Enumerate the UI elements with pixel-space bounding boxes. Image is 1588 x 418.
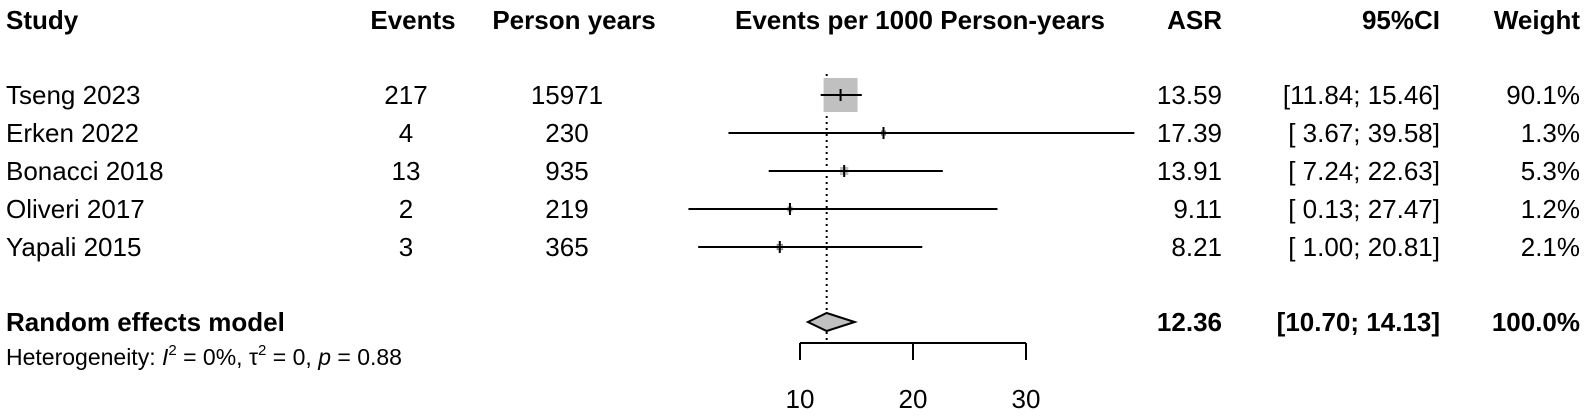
study-weight: 5.3% [1521,156,1580,186]
heterogeneity-text: Heterogeneity: I2 = 0%, τ2 = 0, p = 0.88 [6,342,402,370]
pooled-asr: 12.36 [1157,307,1222,337]
study-asr: 13.91 [1157,156,1222,186]
study-events: 217 [384,80,427,110]
study-person-years: 365 [545,232,588,262]
study-weight: 90.1% [1506,80,1580,110]
axis-tick-label: 20 [899,384,928,414]
pooled-label: Random effects model [6,307,285,337]
study-rows: Tseng 2023 217 15971 13.59 [11.84; 15.46] 90.… [6,80,1580,262]
study-events: 13 [392,156,421,186]
header-events: Events [370,5,455,35]
header-rate: Events per 1000 Person-years [735,5,1105,35]
axis-tick-label: 30 [1012,384,1041,414]
study-name: Bonacci 2018 [6,156,164,186]
study-ci: [ 3.67; 39.58] [1288,118,1440,148]
study-events: 4 [399,118,413,148]
header-person-years: Person years [492,5,655,35]
study-person-years: 219 [545,194,588,224]
study-ci: [11.84; 15.46] [1283,80,1440,110]
study-events: 3 [399,232,413,262]
study-asr: 9.11 [1173,194,1222,224]
study-person-years: 15971 [531,80,603,110]
header-weight: Weight [1494,5,1581,35]
study-name: Oliveri 2017 [6,194,145,224]
header-asr: ASR [1167,5,1222,35]
header-ci: 95%CI [1362,5,1440,35]
study-name: Tseng 2023 [6,80,140,110]
study-weight: 1.2% [1521,194,1580,224]
pooled-ci: [10.70; 14.13] [1277,307,1440,337]
study-weight: 1.3% [1521,118,1580,148]
study-ci: [ 0.13; 27.47] [1288,194,1440,224]
study-asr: 8.21 [1171,232,1222,262]
pooled-weight: 100.0% [1492,307,1580,337]
axis-tick-label: 10 [786,384,815,414]
study-person-years: 935 [545,156,588,186]
study-events: 2 [399,194,413,224]
plot-marks [688,74,1135,343]
x-axis: 10 20 30 [786,342,1041,414]
study-ci: [ 7.24; 22.63] [1288,156,1440,186]
study-asr: 13.59 [1157,80,1222,110]
header-study: Study [6,5,79,35]
study-person-years: 230 [545,118,588,148]
study-ci: [ 1.00; 20.81] [1288,232,1440,262]
study-weight: 2.1% [1521,232,1580,262]
study-name: Erken 2022 [6,118,139,148]
pooled-diamond [805,311,858,333]
study-asr: 17.39 [1157,118,1222,148]
study-name: Yapali 2015 [6,232,141,262]
